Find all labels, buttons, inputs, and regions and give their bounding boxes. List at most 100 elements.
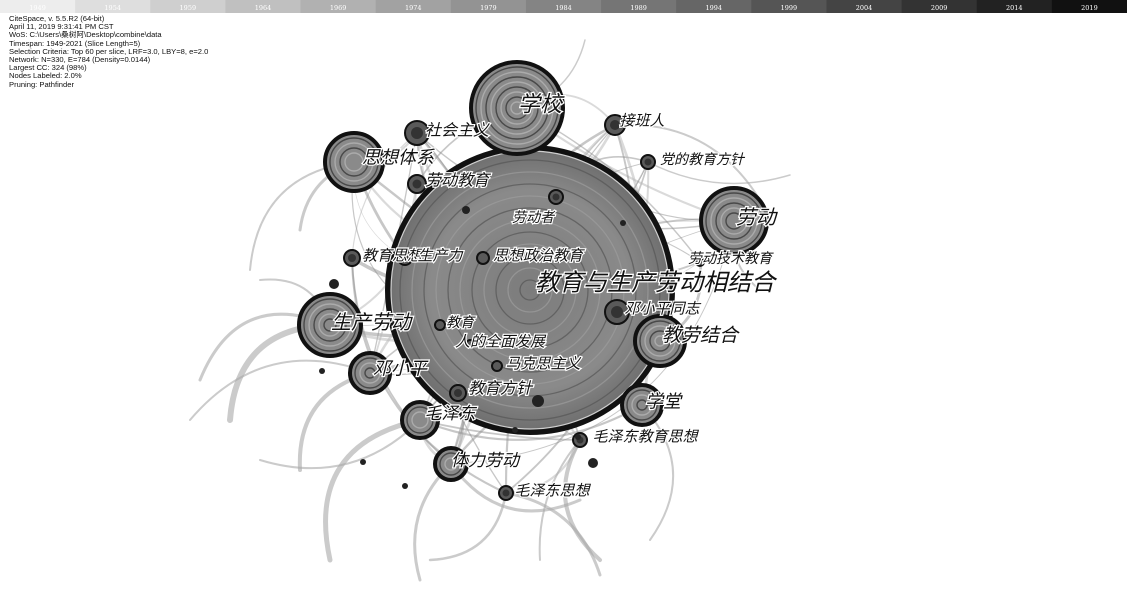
- info-version: CiteSpace, v. 5.5.R2 (64-bit): [9, 14, 105, 23]
- label-教育与生产劳动相结合: 教育与生产劳动相结合: [535, 268, 778, 296]
- timeline-segment-1974: [375, 0, 452, 13]
- node-思想体系[interactable]: [323, 131, 385, 193]
- info-pruning: Pruning: Pathfinder: [9, 79, 75, 89]
- info-largest-cc: Largest CC: 324 (98%): [9, 63, 87, 73]
- timeline-segment-2009: [901, 0, 978, 13]
- node-体力劳动[interactable]: [433, 446, 469, 482]
- node-劳动教育[interactable]: [407, 174, 427, 194]
- node-劳动者[interactable]: [548, 189, 564, 205]
- node-教育[interactable]: [434, 319, 446, 331]
- edge-loop-6: [504, 491, 602, 577]
- node-接班人[interactable]: [604, 114, 626, 136]
- label-接班人: 接班人: [619, 111, 664, 129]
- edge-loop-5: [413, 462, 453, 582]
- node-dot-0: [329, 279, 339, 289]
- label-教育方针: 教育方针: [468, 379, 534, 398]
- node-学校[interactable]: [469, 60, 565, 156]
- node-毛泽东[interactable]: [400, 400, 440, 440]
- node-生产力[interactable]: [397, 250, 413, 266]
- node-layer: [297, 60, 769, 501]
- node-dot-3: [402, 483, 408, 489]
- edge-loop-4: [323, 417, 423, 563]
- edge-link-7: [351, 132, 418, 259]
- node-毛泽东思想[interactable]: [498, 485, 514, 501]
- citespace-info-panel: CiteSpace, v. 5.5.R2 (64-bit) April 11, …: [9, 14, 209, 89]
- label-毛泽东教育思想: 毛泽东教育思想: [592, 427, 699, 445]
- node-社会主义[interactable]: [404, 120, 430, 146]
- label-劳动: 劳动: [736, 205, 778, 229]
- info-selection-criteria: Selection Criteria: Top 60 per slice, LR…: [9, 46, 209, 56]
- node-劳动技术教育[interactable]: [695, 257, 705, 267]
- label-劳动技术教育: 劳动技术教育: [688, 251, 774, 267]
- timeline-segment-1954: [75, 0, 151, 13]
- timeline-segment-1964: [225, 0, 302, 13]
- info-date: April 11, 2019 9:31:41 PM CST: [9, 22, 114, 32]
- label-党的教育方针: 党的教育方针: [660, 152, 746, 168]
- node-劳动[interactable]: [699, 186, 769, 256]
- timeline-year-1999: 1999: [781, 4, 798, 12]
- label-毛泽东: 毛泽东: [425, 404, 478, 424]
- node-教育思想[interactable]: [343, 249, 361, 267]
- timeline-year-1984: 1984: [555, 4, 572, 12]
- timeline-segment-1999: [751, 0, 828, 13]
- timeline-year-1949: 1949: [29, 4, 46, 12]
- node-教育方针[interactable]: [449, 384, 467, 402]
- timeline-segment-1979: [450, 0, 527, 13]
- edge-loop-12: [614, 123, 761, 201]
- label-教育思想: 教育思想: [362, 246, 424, 264]
- label-思想政治教育: 思想政治教育: [493, 246, 585, 264]
- edge-loop-3: [189, 359, 371, 421]
- edge-loop-11: [647, 161, 791, 185]
- node-dot-8: [462, 206, 470, 214]
- edge-loop-18: [259, 419, 421, 470]
- node-生产劳动[interactable]: [297, 292, 363, 358]
- node-dot-5: [532, 395, 544, 407]
- info-timespan: Timespan: 1949-2021 (Slice Length=5): [9, 38, 141, 48]
- node-党的教育方针[interactable]: [640, 154, 656, 170]
- timeline-year-2019: 2019: [1081, 4, 1098, 12]
- node-dot-10: [512, 427, 518, 433]
- label-劳动教育: 劳动教育: [425, 171, 492, 190]
- timeline-segment-1994: [676, 0, 752, 13]
- edge-loop-7: [562, 438, 602, 562]
- info-nodes-labeled: Nodes Labeled: 2.0%: [9, 71, 82, 81]
- label-思想体系: 思想体系: [362, 147, 435, 168]
- node-教劳结合[interactable]: [633, 314, 687, 368]
- label-劳动者: 劳动者: [512, 210, 556, 226]
- timeline-year-1954: 1954: [104, 4, 121, 12]
- label-教育: 教育: [446, 315, 476, 331]
- node-邓小平[interactable]: [348, 351, 392, 395]
- node-教育与生产劳动相结合[interactable]: [385, 145, 675, 435]
- node-dot-6: [575, 434, 581, 440]
- timeline-segment-2014: [976, 0, 1053, 13]
- label-邓小平同志: 邓小平同志: [624, 299, 701, 317]
- label-学校: 学校: [518, 93, 565, 118]
- edge-loop-17: [538, 439, 581, 561]
- label-生产力: 生产力: [417, 246, 463, 264]
- timeline-bar: 1949 1954 1959 1964 1969 1974 1979 1984 1989 1994…: [0, 0, 1127, 13]
- node-人的全面发展[interactable]: [466, 339, 474, 347]
- node-dot-2: [360, 459, 366, 465]
- node-dot-7: [620, 220, 626, 226]
- timeline-year-1969: 1969: [330, 4, 347, 12]
- node-邓小平同志[interactable]: [604, 299, 630, 325]
- timeline-year-2004: 2004: [856, 4, 873, 12]
- timeline-year-2014: 2014: [1006, 4, 1023, 12]
- node-思想政治教育[interactable]: [476, 251, 490, 265]
- timeline-year-1959: 1959: [180, 4, 197, 12]
- node-马克思主义[interactable]: [491, 360, 503, 372]
- node-学堂[interactable]: [620, 383, 664, 427]
- timeline-segment-1959: [150, 0, 226, 13]
- timeline-segment-1984: [525, 0, 602, 13]
- timeline-segment-2019: [1051, 0, 1127, 13]
- edge-loop-15: [449, 462, 582, 513]
- edge-link-39: [418, 403, 644, 441]
- timeline-segment-2004: [826, 0, 903, 13]
- label-学堂: 学堂: [645, 391, 683, 412]
- timeline-year-2009: 2009: [931, 4, 948, 12]
- label-马克思主义: 马克思主义: [505, 354, 581, 372]
- timeline-segment-1969: [300, 0, 377, 13]
- timeline-segment-1949: [0, 0, 76, 13]
